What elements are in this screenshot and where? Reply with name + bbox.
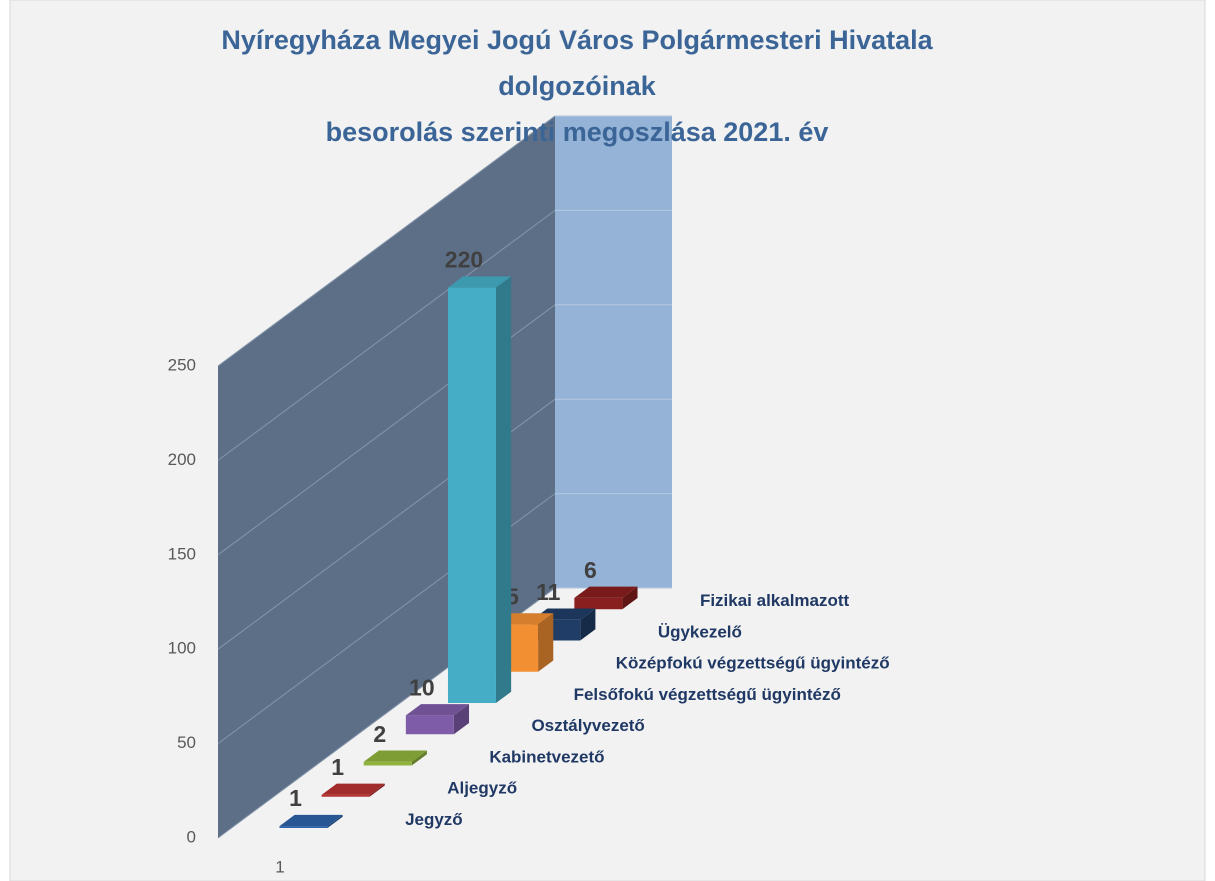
y-tick-label: 150 bbox=[168, 544, 196, 563]
bar-side bbox=[369, 783, 385, 797]
bar-top bbox=[279, 814, 343, 827]
y-tick-label: 50 bbox=[177, 733, 196, 752]
bar-side bbox=[580, 608, 596, 641]
bar-top bbox=[447, 276, 512, 288]
x-tick-label: Osztályvezető bbox=[531, 716, 644, 735]
y-tick-label: 250 bbox=[168, 355, 196, 374]
bar-front bbox=[321, 794, 370, 797]
data-label: 1 bbox=[289, 785, 302, 811]
bar bbox=[405, 704, 470, 735]
bar bbox=[363, 750, 427, 766]
bar-top bbox=[405, 704, 470, 716]
bar-front bbox=[574, 597, 623, 610]
data-label: 220 bbox=[445, 247, 483, 273]
x-tick-label: Kabinetvezető bbox=[489, 747, 604, 766]
grid-line bbox=[217, 115, 556, 367]
y-tick-label: 100 bbox=[168, 639, 196, 658]
bar bbox=[574, 586, 638, 610]
x-tick-label: Középfokú végzettségű ügyintéző bbox=[616, 654, 890, 673]
grid-line bbox=[217, 209, 556, 461]
bar bbox=[447, 276, 512, 703]
bar-front bbox=[279, 826, 328, 828]
data-label: 11 bbox=[536, 579, 561, 605]
x-tick-label: Ügykezelő bbox=[658, 622, 742, 641]
y-tick-label: 200 bbox=[168, 450, 196, 469]
title-group: Nyíregyháza Megyei Jogú Város Polgármest… bbox=[221, 25, 933, 147]
data-label: 1 bbox=[331, 754, 344, 780]
bar-side bbox=[538, 613, 554, 672]
y-tick-label: 0 bbox=[187, 827, 196, 846]
bar-side bbox=[327, 814, 343, 828]
bar bbox=[321, 783, 385, 797]
data-label: 10 bbox=[409, 674, 435, 700]
x-tick-label: Fizikai alkalmazott bbox=[700, 591, 850, 610]
bar-side bbox=[411, 750, 427, 766]
chart-title: besorolás szerinti megoszlása 2021. év bbox=[326, 117, 829, 147]
data-label: 2 bbox=[373, 721, 386, 747]
bar-side bbox=[622, 586, 638, 610]
chart-title: dolgozóinak bbox=[498, 71, 656, 101]
x-tick-label: Felsőfokú végzettségű ügyintéző bbox=[574, 685, 841, 704]
bar-top bbox=[321, 783, 385, 795]
bar bbox=[279, 814, 343, 828]
bar-front bbox=[363, 761, 412, 766]
bar-side bbox=[453, 704, 470, 735]
bar-top bbox=[574, 586, 638, 598]
x-tick-label: Jegyző bbox=[405, 810, 463, 829]
bar-front bbox=[405, 715, 454, 735]
bar-front bbox=[447, 287, 496, 703]
bar-side bbox=[495, 276, 512, 703]
data-label: 6 bbox=[584, 557, 597, 583]
x-axis-label: 1 bbox=[275, 857, 284, 876]
plot: Fizikai alkalmazott6Ügykezelő11Középfokú… bbox=[279, 247, 890, 829]
chart-title: Nyíregyháza Megyei Jogú Város Polgármest… bbox=[221, 25, 933, 55]
x-tick-label: Aljegyző bbox=[447, 779, 517, 798]
back-wall bbox=[555, 116, 672, 588]
bar-top bbox=[363, 750, 427, 762]
